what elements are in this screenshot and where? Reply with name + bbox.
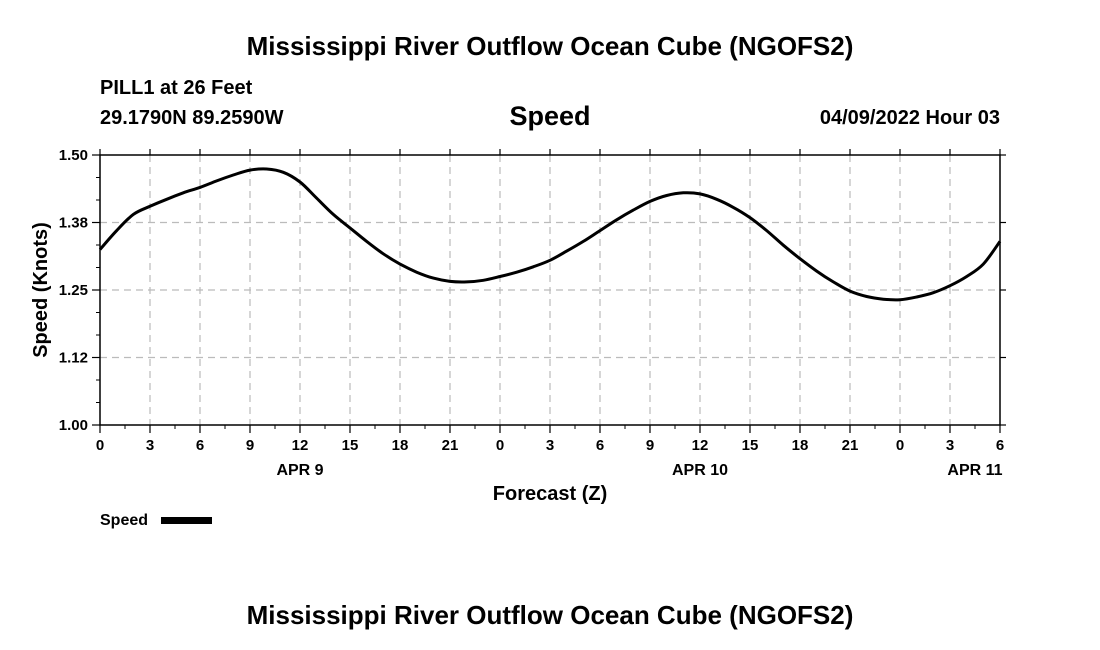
y-tick-label: 1.12	[59, 350, 88, 367]
y-tick-label: 1.00	[59, 417, 88, 434]
station-coords: 29.1790N 89.2590W	[100, 107, 284, 129]
axis-ticks	[92, 149, 1006, 433]
date-label: APR 11	[947, 462, 1002, 479]
x-tick-label: 6	[196, 437, 204, 454]
speed-series-line	[98, 167, 1002, 302]
x-tick-label: 21	[842, 437, 859, 454]
y-tick-label: 1.50	[59, 147, 88, 164]
x-tick-label: 3	[946, 437, 954, 454]
top-chart-title: Mississippi River Outflow Ocean Cube (NG…	[246, 31, 854, 61]
x-tick-label: 6	[596, 437, 604, 454]
x-tick-label: 6	[996, 437, 1004, 454]
y-tick-label: 1.38	[59, 215, 88, 232]
date-label: APR 10	[672, 462, 728, 479]
station-name: PILL1 at 26 Feet	[100, 77, 253, 99]
x-tick-label: 0	[96, 437, 104, 454]
x-tick-labels: 0 3 6 9 12 15 18 21 0 3 6 9 12 15 18 21 0 3 6	[96, 437, 1004, 454]
x-tick-label: 9	[646, 437, 654, 454]
x-tick-label: 0	[896, 437, 904, 454]
x-tick-label: 3	[546, 437, 554, 454]
x-tick-label: 12	[692, 437, 709, 454]
x-tick-label: 15	[742, 437, 759, 454]
y-tick-label: 1.25	[59, 282, 88, 299]
x-tick-label: 18	[392, 437, 409, 454]
x-tick-label: 18	[792, 437, 809, 454]
x-axis-label: Forecast (Z)	[493, 483, 607, 505]
bottom-chart-title: Mississippi River Outflow Ocean Cube (NG…	[246, 600, 854, 630]
x-tick-label: 21	[442, 437, 459, 454]
x-tick-label: 15	[342, 437, 359, 454]
date-label: APR 9	[276, 462, 323, 479]
x-tick-label: 0	[496, 437, 504, 454]
y-axis-label: Speed (Knots)	[30, 222, 52, 358]
legend-swatch	[161, 517, 212, 524]
legend-label: Speed	[100, 512, 148, 529]
variable-title: Speed	[509, 101, 591, 131]
forecast-datetime: 04/09/2022 Hour 03	[819, 107, 1000, 129]
grid-lines	[100, 155, 1000, 425]
x-tick-label: 3	[146, 437, 154, 454]
x-tick-label: 9	[246, 437, 254, 454]
y-tick-labels: 1.00 1.12 1.25 1.38 1.50	[59, 147, 88, 434]
x-tick-label: 12	[292, 437, 309, 454]
date-labels: APR 9 APR 10 APR 11	[276, 462, 1002, 479]
